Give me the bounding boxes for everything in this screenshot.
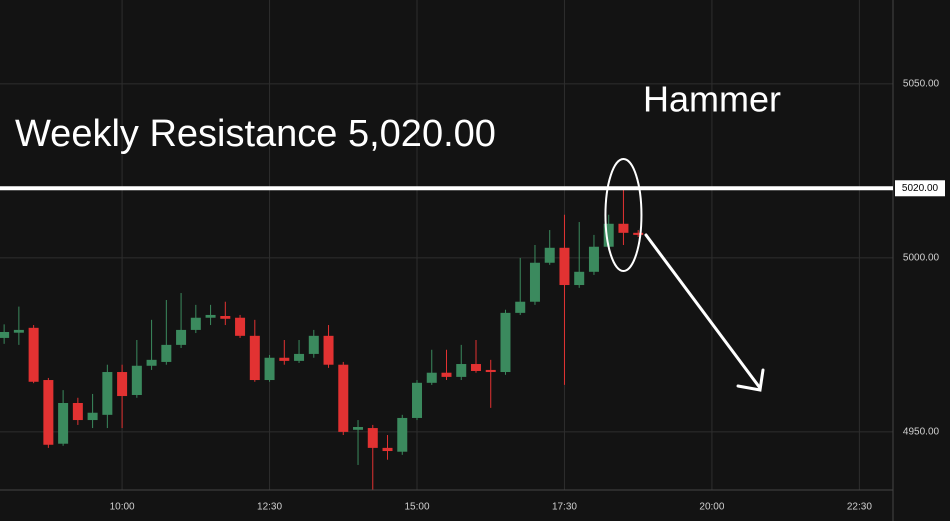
candle-body: [146, 359, 157, 366]
candle-body: [220, 315, 231, 319]
x-tick-label: 12:30: [257, 502, 282, 513]
x-tick-label: 10:00: [110, 502, 135, 513]
candle-body: [353, 427, 364, 430]
candle-body: [235, 317, 246, 336]
candle-body: [117, 372, 128, 397]
y-tick-label: 5050.00: [903, 79, 940, 90]
candle-body: [131, 365, 142, 395]
candle-body: [264, 357, 275, 381]
candle-body: [87, 412, 98, 421]
candle-body: [544, 247, 555, 263]
x-tick-label: 17:30: [552, 502, 577, 513]
y-tick-label: 5000.00: [903, 253, 940, 264]
annotations: 5020.00: [0, 158, 945, 272]
candle-body: [426, 372, 437, 383]
candle-body: [633, 232, 644, 235]
candle-body: [176, 329, 187, 345]
candle-body: [367, 428, 378, 448]
candle-body: [515, 301, 526, 313]
candle-body: [205, 314, 216, 318]
x-tick-label: 20:00: [699, 502, 724, 513]
candle-body: [338, 364, 349, 432]
candle-body: [470, 364, 481, 371]
candle-body: [43, 380, 54, 445]
candle-body: [574, 271, 585, 286]
arrow-head: [736, 368, 765, 392]
candle-body: [72, 402, 83, 421]
candle-body: [529, 262, 540, 302]
candle-body: [190, 317, 201, 330]
candle-body: [412, 382, 423, 418]
candle-body: [102, 372, 113, 415]
x-tick-label: 15:00: [404, 502, 429, 513]
candle-body: [294, 353, 305, 361]
hammer-circle: [604, 158, 643, 272]
resistance-price-box: [895, 180, 945, 197]
candle-body: [500, 312, 511, 373]
candle-body: [603, 223, 614, 247]
arrow: [644, 233, 765, 392]
candle-body: [279, 357, 290, 361]
candle-body: [161, 344, 172, 362]
y-tick-label: 4950.00: [903, 427, 940, 438]
grid: [0, 0, 893, 490]
hammer-label: Hammer: [643, 79, 781, 120]
candle-body: [382, 447, 393, 452]
x-tick-label: 22:30: [847, 502, 872, 513]
candle-body: [485, 369, 496, 373]
candle-body: [249, 335, 260, 381]
candle-body: [13, 329, 24, 333]
candle-body: [58, 402, 69, 444]
candle-body: [559, 247, 570, 286]
candle-body: [28, 327, 39, 382]
candle-body: [456, 364, 467, 377]
resistance-title: Weekly Resistance 5,020.00: [15, 113, 496, 155]
candle-body: [618, 223, 629, 233]
candle-body: [323, 335, 334, 365]
candle-body: [0, 332, 10, 338]
candle-body: [441, 372, 452, 377]
candle-body: [397, 417, 408, 452]
candle-body: [308, 335, 319, 354]
arrow-shaft: [644, 233, 762, 390]
resistance-price-label: 5020.00: [902, 183, 939, 194]
candles: [0, 188, 644, 490]
candle-body: [588, 246, 599, 272]
